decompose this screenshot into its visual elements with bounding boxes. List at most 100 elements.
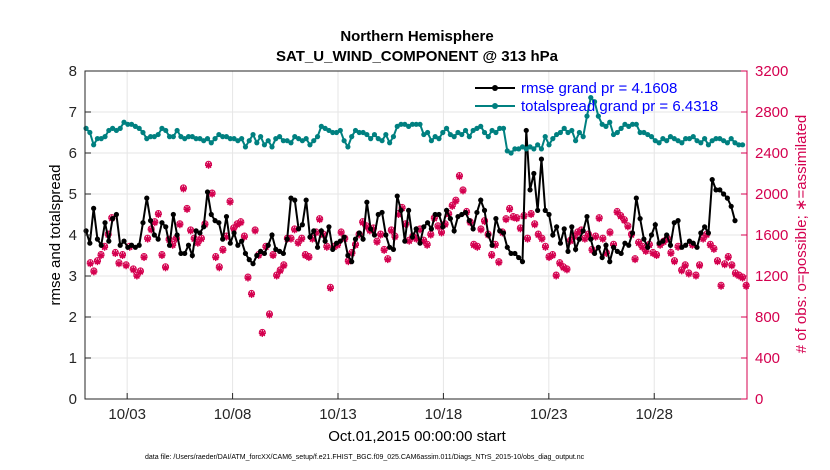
totalspread-point: [550, 136, 556, 142]
rmse-point: [538, 156, 545, 162]
obs-assimilated-stroke: [434, 223, 441, 230]
totalspread-point: [428, 138, 434, 144]
rmse-point: [675, 218, 681, 224]
rmse-point: [379, 209, 385, 216]
totalspread-point: [216, 131, 222, 138]
rmse-point: [197, 230, 203, 236]
totalspread-point: [178, 134, 184, 140]
obs-assimilated-stroke: [427, 232, 434, 238]
totalspread-point: [546, 142, 552, 148]
totalspread-point: [717, 136, 723, 142]
totalspread-point: [561, 125, 567, 131]
totalspread-point: [136, 125, 142, 131]
totalspread-point: [417, 121, 423, 127]
y-tick-label-left: 8: [69, 63, 77, 80]
obs-assimilated-point: [595, 215, 603, 223]
totalspread-point: [406, 123, 412, 129]
obs-assimilated-stroke: [101, 244, 108, 251]
totalspread-point: [497, 125, 503, 131]
rmse-point: [307, 234, 313, 240]
totalspread-point: [599, 121, 605, 127]
rmse-point: [656, 240, 662, 246]
rmse-point: [166, 242, 173, 248]
totalspread-point: [223, 134, 230, 140]
rmse-point: [512, 250, 518, 257]
obs-assimilated-point: [326, 284, 334, 292]
obs-assimilated-stroke: [130, 266, 137, 273]
rmse-point: [250, 261, 256, 267]
totalspread-point: [246, 138, 252, 144]
rmse-point: [98, 242, 104, 248]
obs-assimilated-point: [298, 235, 306, 243]
totalspread-point: [451, 134, 457, 140]
rmse-point: [588, 236, 594, 242]
obs-assimilated-point: [438, 229, 446, 237]
rmse-point: [652, 222, 658, 228]
rmse-point: [660, 238, 666, 244]
totalspread-point: [163, 127, 169, 134]
totalspread-point: [512, 146, 518, 152]
rmse-point: [394, 193, 400, 199]
obs-assimilated-stroke: [592, 234, 599, 241]
obs-assimilated-stroke: [381, 247, 388, 254]
obs-assimilated-point: [620, 217, 628, 225]
obs-assimilated-point: [226, 198, 234, 206]
totalspread-point: [295, 136, 302, 142]
rmse-point: [242, 250, 249, 257]
obs-assimilated-point: [212, 254, 220, 262]
totalspread-point: [637, 129, 643, 136]
totalspread-point: [652, 138, 658, 144]
totalspread-point: [117, 125, 123, 131]
obs-assimilated-point: [269, 252, 277, 259]
obs-assimilated-stroke: [115, 260, 122, 267]
totalspread-point: [535, 142, 541, 148]
obs-assimilated-point: [97, 252, 105, 259]
obs-assimilated-stroke: [287, 236, 294, 243]
totalspread-point: [189, 134, 195, 140]
rmse-point: [622, 240, 628, 246]
obs-assimilated-stroke: [209, 191, 216, 197]
rmse-point: [254, 252, 260, 259]
rmse-point: [212, 218, 218, 224]
obs-assimilated-point: [506, 205, 514, 213]
rmse-point: [121, 238, 127, 244]
rmse-point: [421, 224, 427, 230]
totalspread-point: [360, 129, 366, 136]
rmse-point: [383, 232, 389, 238]
rmse-point: [322, 238, 328, 244]
obs-assimilated-stroke: [549, 252, 556, 259]
obs-assimilated-point: [129, 266, 137, 274]
obs-assimilated-stroke: [721, 261, 728, 268]
legend-label-rmse: rmse grand pr = 4.1608: [521, 80, 677, 97]
rmse-point: [690, 240, 696, 246]
rmse-point: [193, 228, 199, 234]
rmse-point: [591, 250, 598, 257]
obs-assimilated-point: [219, 246, 227, 254]
totalspread-point: [474, 125, 480, 131]
obs-assimilated-stroke: [560, 264, 567, 271]
obs-assimilated-point: [119, 252, 127, 259]
obs-assimilated-point: [742, 282, 750, 290]
totalspread-point: [690, 134, 696, 140]
rmse-point: [504, 244, 510, 250]
rmse-point: [276, 248, 283, 254]
obs-assimilated-stroke: [696, 262, 703, 269]
obs-assimilated-stroke: [241, 234, 248, 241]
y-tick-label-right: 2000: [755, 186, 788, 203]
obs-assimilated-stroke: [553, 273, 560, 279]
totalspread-point: [485, 134, 491, 140]
totalspread-point: [459, 131, 465, 138]
obs-assimilated-point: [685, 270, 693, 278]
obs-assimilated-point: [373, 238, 381, 246]
totalspread-point: [508, 150, 514, 156]
obs-assimilated-stroke: [198, 236, 205, 243]
obs-assimilated-point: [502, 216, 510, 224]
obs-assimilated-point: [240, 233, 248, 241]
totalspread-point: [201, 138, 207, 144]
totalspread-point: [554, 131, 560, 138]
rmse-point: [390, 246, 397, 252]
rmse-point: [637, 216, 643, 222]
obs-assimilated-point: [176, 221, 184, 229]
obs-assimilated-stroke: [438, 229, 445, 236]
totalspread-point: [147, 134, 154, 140]
